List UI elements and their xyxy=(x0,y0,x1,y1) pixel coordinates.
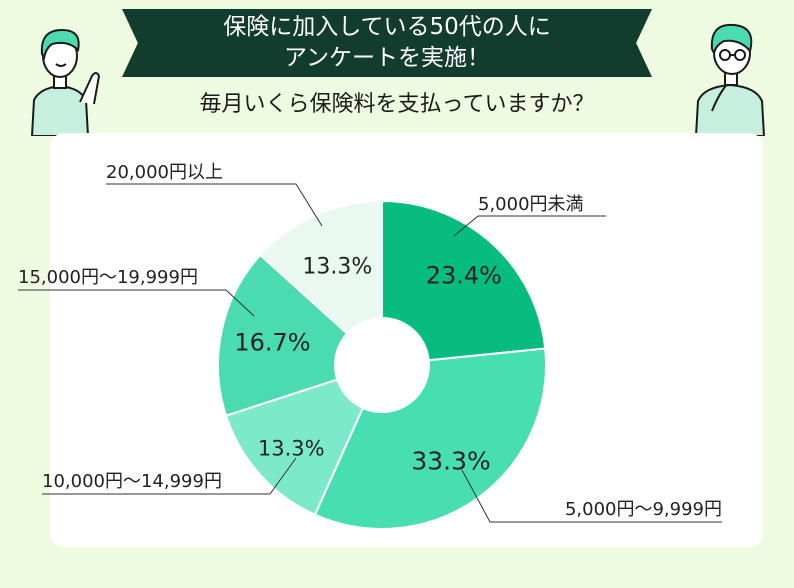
slice-value-label: 13.3% xyxy=(258,437,325,461)
category-label: 10,000円〜14,999円 xyxy=(42,471,222,492)
pie-slice xyxy=(224,363,384,517)
survey-question: 毎月いくら保険料を支払っていますか？ xyxy=(199,92,595,117)
title-banner: 保険に加入している50代の人に アンケートを実施！ xyxy=(122,9,652,77)
slice-value-label: 23.4% xyxy=(426,262,502,290)
person-left-illustration xyxy=(30,28,101,136)
leader-line xyxy=(18,289,255,317)
slice-value-label: 13.3% xyxy=(302,254,372,279)
slice-value-label: 33.3% xyxy=(411,447,490,476)
leader-line xyxy=(106,183,323,227)
category-label: 5,000円未満 xyxy=(478,194,584,215)
category-label: 20,000円以上 xyxy=(106,162,223,183)
leader-line xyxy=(453,215,606,237)
pie-slice xyxy=(381,199,547,367)
title-line-2: アンケートを実施！ xyxy=(283,45,491,71)
title-line-1: 保険に加入している50代の人に xyxy=(223,14,551,40)
leader-line xyxy=(461,469,722,523)
leader-line xyxy=(42,457,297,495)
person-right-illustration xyxy=(694,23,766,136)
category-label: 15,000円〜19,999円 xyxy=(18,267,198,288)
donut-hole xyxy=(334,317,430,413)
slice-value-label: 16.7% xyxy=(234,329,310,357)
category-label: 5,000円〜9,999円 xyxy=(565,499,722,520)
